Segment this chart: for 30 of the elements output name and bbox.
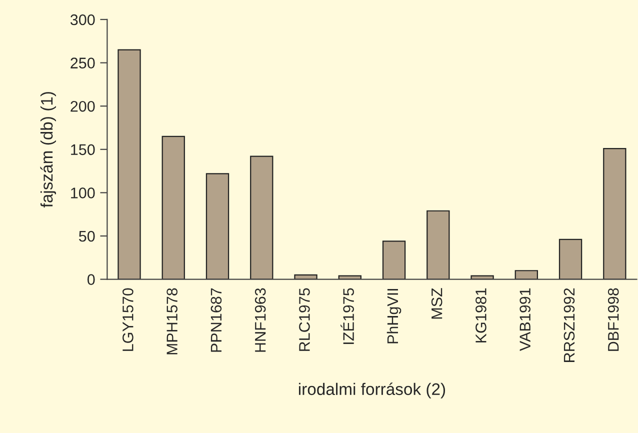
x-tick-label: KG1981 [476, 288, 486, 342]
bar [382, 240, 406, 280]
x-axis-title: irodalmi források (2) [298, 382, 446, 398]
x-tick-label: VAB1991 [520, 288, 531, 351]
bar [426, 210, 450, 280]
y-axis-title: fajszám (db) (1) [40, 92, 56, 208]
y-tick-label: 200 [70, 100, 95, 112]
bar [603, 148, 626, 280]
x-tick-label: PPN1687 [210, 288, 222, 352]
bar [514, 270, 538, 280]
x-tick-label: MSZ [431, 288, 442, 319]
bar [118, 49, 141, 280]
y-tick-label: 50 [79, 230, 95, 242]
x-tick-label: HNF1963 [254, 288, 266, 352]
y-tick-label: 250 [70, 58, 95, 68]
x-tick-label: PhHgVII [386, 289, 402, 344]
y-tick-label: 0 [87, 274, 95, 285]
y-tick-label: 300 [70, 14, 95, 26]
x-tick-label: LGY1570 [122, 288, 134, 351]
bar [250, 156, 274, 280]
bar [558, 238, 582, 280]
x-tick-label: RLC1975 [299, 288, 310, 351]
y-tick-label: 100 [71, 188, 95, 198]
y-tick-label: 150 [71, 144, 95, 156]
x-tick-label: IZÉ1975 [340, 288, 354, 344]
x-tick-label: MPH1578 [166, 288, 178, 354]
x-tick-label: DBF1998 [608, 288, 619, 351]
x-tick-label: RRSZ1992 [564, 288, 575, 362]
bar [206, 173, 230, 280]
bar [162, 136, 185, 280]
